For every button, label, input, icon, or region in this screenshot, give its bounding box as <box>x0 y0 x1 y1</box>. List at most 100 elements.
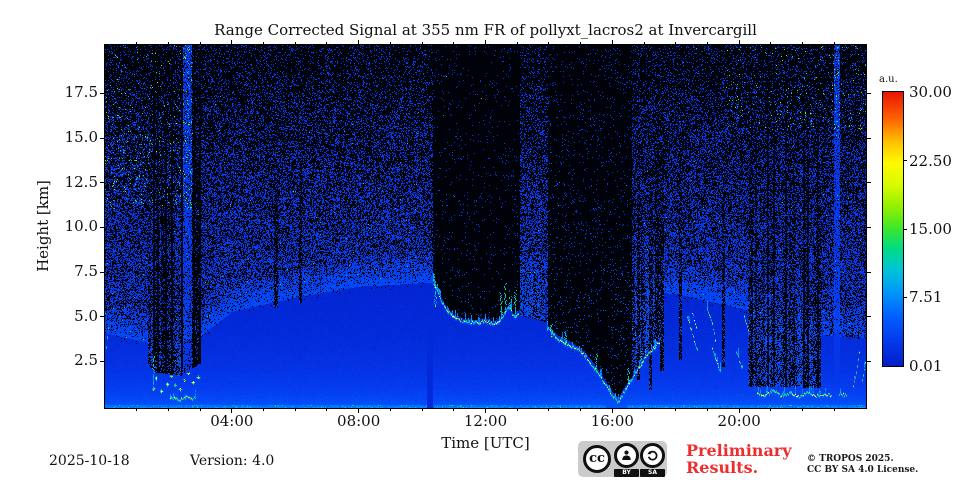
x-major-tick-top <box>231 40 233 44</box>
x-minor-tick <box>326 408 328 411</box>
x-major-tick-top <box>611 40 613 44</box>
y-major-tick-right <box>867 271 871 273</box>
x-minor-tick <box>294 408 296 411</box>
chart-title: Range Corrected Signal at 355 nm FR of p… <box>214 21 757 39</box>
x-minor-tick-top <box>643 42 645 44</box>
x-minor-tick-top <box>453 42 455 44</box>
x-minor-tick <box>421 408 423 411</box>
y-tick-label: 10.0 <box>64 217 98 236</box>
y-major-tick <box>100 226 104 228</box>
x-minor-tick <box>389 408 391 411</box>
x-major-tick <box>231 408 233 413</box>
x-minor-tick-top <box>675 42 677 44</box>
x-major-tick-top <box>738 40 740 44</box>
colorbar-tick-label: 22.50 <box>909 151 952 170</box>
x-minor-tick-top <box>136 42 138 44</box>
measurement-date: 2025-10-18 <box>49 453 130 469</box>
x-minor-tick <box>548 408 550 411</box>
x-minor-tick <box>675 408 677 411</box>
x-minor-tick-top <box>326 42 328 44</box>
x-major-tick-top <box>358 40 360 44</box>
preliminary-results-note: Preliminary Results. <box>686 441 792 477</box>
x-major-tick-top <box>485 40 486 44</box>
y-major-tick <box>100 360 104 362</box>
x-minor-tick-top <box>199 42 201 44</box>
x-minor-tick-top <box>802 42 804 44</box>
copyright-line2: CC BY SA 4.0 License. <box>807 465 919 475</box>
x-tick-label: 20:00 <box>717 412 761 430</box>
x-minor-tick <box>199 408 201 411</box>
x-minor-tick-top <box>770 42 772 44</box>
x-minor-tick-top <box>706 42 708 44</box>
y-tick-label: 5.0 <box>74 306 98 325</box>
y-tick-label: 2.5 <box>74 351 98 370</box>
cc-by-label: BY <box>614 469 639 477</box>
colorbar-tick <box>904 160 907 161</box>
plot-area <box>104 44 867 409</box>
colorbar-gradient <box>883 92 903 366</box>
y-major-tick-right <box>867 226 871 228</box>
person-icon <box>622 450 631 461</box>
x-minor-tick <box>263 408 265 411</box>
copyright-block: © TROPOS 2025. CC BY SA 4.0 License. <box>807 454 918 476</box>
cc-by-person-icon <box>614 443 639 468</box>
colorbar-tick-label: 15.00 <box>909 220 952 238</box>
x-minor-tick-top <box>389 42 391 44</box>
x-minor-tick <box>167 408 169 411</box>
x-minor-tick-top <box>516 42 518 44</box>
x-major-tick <box>611 408 613 413</box>
cc-icon: cc <box>583 445 611 473</box>
y-major-tick <box>100 271 104 273</box>
x-axis-label: Time [UTC] <box>441 434 530 452</box>
colorbar-tick-label: 30.00 <box>909 83 952 101</box>
colorbar-tick <box>904 296 907 298</box>
y-major-tick <box>100 137 104 139</box>
x-minor-tick <box>706 408 708 411</box>
x-tick-label: 04:00 <box>210 412 254 430</box>
y-major-tick <box>100 182 104 184</box>
y-major-tick-right <box>867 316 871 318</box>
colorbar-tick <box>904 228 907 230</box>
cc-sa-label: SA <box>640 469 665 477</box>
x-minor-tick <box>802 408 804 411</box>
y-tick-label: 12.5 <box>64 172 98 191</box>
x-minor-tick <box>453 408 455 411</box>
y-tick-label: 15.0 <box>64 128 98 146</box>
y-major-tick <box>100 92 104 94</box>
colorbar-unit-label: a.u. <box>879 74 898 85</box>
colorbar-tick-label: 0.01 <box>909 356 943 375</box>
x-minor-tick-top <box>580 42 582 44</box>
x-major-tick <box>358 408 360 413</box>
x-minor-tick <box>136 408 138 411</box>
y-major-tick <box>100 316 104 318</box>
y-major-tick-right <box>867 137 871 139</box>
x-tick-label: 12:00 <box>463 412 508 430</box>
x-tick-label: 16:00 <box>590 412 634 430</box>
y-major-tick-right <box>867 360 871 362</box>
x-minor-tick <box>516 408 518 411</box>
circular-arrow-icon <box>647 450 658 461</box>
cc-by-sa-badge: cc BY SA <box>578 441 667 477</box>
y-major-tick-right <box>867 182 871 184</box>
x-minor-tick-top <box>833 42 835 44</box>
x-minor-tick <box>580 408 582 411</box>
x-minor-tick-top <box>263 42 265 44</box>
y-major-tick-right <box>867 92 871 94</box>
colorbar-tick-label: 7.51 <box>909 288 943 307</box>
y-tick-label: 7.5 <box>74 262 98 280</box>
x-minor-tick-top <box>294 42 296 44</box>
x-major-tick <box>738 408 740 413</box>
heatmap-canvas <box>105 45 866 408</box>
x-minor-tick <box>770 408 772 411</box>
x-major-tick <box>485 408 486 413</box>
x-minor-tick-top <box>421 42 423 44</box>
x-minor-tick-top <box>167 42 169 44</box>
colorbar <box>882 91 904 367</box>
version-label: Version: 4.0 <box>190 453 275 469</box>
cc-sa-arrow-icon <box>640 443 665 468</box>
x-minor-tick-top <box>548 42 550 44</box>
y-tick-label: 17.5 <box>64 83 98 102</box>
copyright-line1: © TROPOS 2025. <box>807 454 894 464</box>
x-minor-tick <box>643 408 645 411</box>
